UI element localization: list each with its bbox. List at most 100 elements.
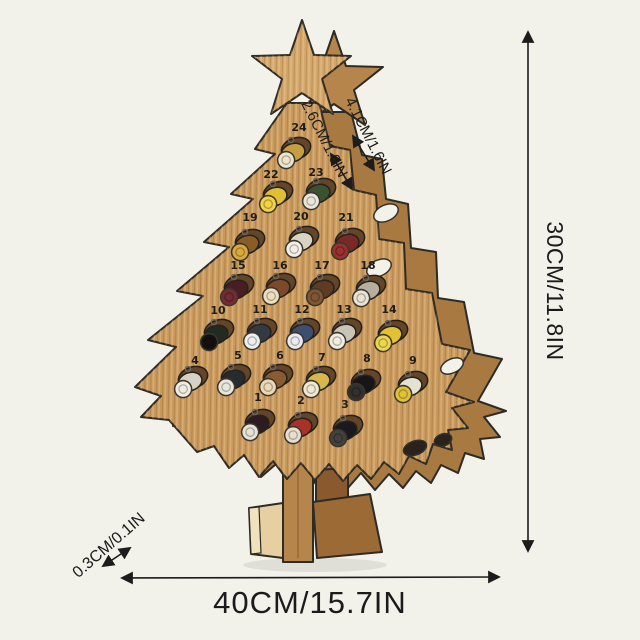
empty-cutout bbox=[372, 203, 400, 223]
capsule-ring bbox=[224, 292, 234, 302]
capsule-ring bbox=[332, 336, 342, 346]
capsule-number: 14 bbox=[381, 303, 397, 316]
hanging-hook bbox=[312, 365, 320, 373]
hanging-hook bbox=[338, 317, 346, 325]
capsule-peg bbox=[173, 365, 209, 399]
capsule-cap bbox=[230, 242, 250, 262]
capsule-peg bbox=[242, 317, 278, 351]
hanging-hook bbox=[230, 273, 238, 281]
hanging-hook bbox=[184, 365, 192, 373]
capsule-number: 23 bbox=[308, 166, 323, 179]
hanging-hook bbox=[253, 317, 261, 325]
capsule-peg bbox=[301, 365, 337, 399]
capsule-number: 16 bbox=[272, 259, 288, 272]
capsule-ring bbox=[290, 336, 300, 346]
hanging-hook bbox=[312, 177, 320, 185]
width-dimension-label: 40CM/15.7IN bbox=[213, 585, 407, 620]
hanging-hook bbox=[316, 273, 324, 281]
empty-cutout bbox=[365, 258, 393, 278]
capsule-number: 3 bbox=[341, 398, 349, 411]
capsule-cap bbox=[373, 333, 393, 353]
capsule-cap bbox=[328, 428, 348, 448]
capsule-ring bbox=[306, 384, 316, 394]
capsule-cap bbox=[242, 331, 262, 351]
capsule-cap bbox=[258, 194, 278, 214]
capsule-peg bbox=[261, 272, 297, 306]
width-dimension-line bbox=[120, 570, 501, 585]
shadow-cutout bbox=[433, 432, 453, 448]
hanging-hook bbox=[357, 368, 365, 376]
capsule-ring bbox=[178, 384, 188, 394]
capsule-peg bbox=[330, 227, 366, 261]
capsule-ring bbox=[266, 291, 276, 301]
capsule-number: 4 bbox=[191, 354, 199, 367]
hanging-hook bbox=[339, 414, 347, 422]
capsule-peg bbox=[258, 363, 294, 397]
capsule-ring bbox=[247, 336, 257, 346]
hanging-hook bbox=[210, 318, 218, 326]
cutout-holes bbox=[365, 203, 465, 457]
capsule-ring bbox=[281, 155, 291, 165]
hanging-hook bbox=[269, 363, 277, 371]
thickness-dimension-label: 0.3CM/0.1IN bbox=[70, 510, 149, 582]
capsule-ring bbox=[310, 292, 320, 302]
capsule-number: 18 bbox=[360, 259, 375, 272]
capsule-number: 7 bbox=[318, 351, 326, 364]
capsule-cap bbox=[258, 377, 278, 397]
capsule-number: 21 bbox=[338, 211, 353, 224]
capsule-cap bbox=[330, 241, 350, 261]
capsule-cap bbox=[216, 377, 236, 397]
capsule-peg bbox=[216, 363, 252, 397]
capsule-ring bbox=[351, 387, 361, 397]
hanging-hook bbox=[294, 411, 302, 419]
empty-cutout bbox=[439, 357, 465, 375]
capsule-cap bbox=[276, 150, 296, 170]
capsule-number: 24 bbox=[291, 121, 307, 134]
capsule-number: 8 bbox=[363, 352, 371, 365]
capsule-cap bbox=[301, 379, 321, 399]
capsule-peg bbox=[199, 318, 235, 352]
capsule-peg bbox=[283, 411, 319, 445]
capsule-peg bbox=[230, 228, 266, 262]
capsule-number: 17 bbox=[314, 259, 329, 272]
capsule-ring bbox=[288, 430, 298, 440]
capsule-ring bbox=[356, 293, 366, 303]
capsule-peg bbox=[373, 319, 409, 353]
hanging-hook bbox=[341, 227, 349, 235]
capsule-peg bbox=[258, 180, 294, 214]
capsule-number: 13 bbox=[336, 303, 351, 316]
hanging-hook bbox=[404, 370, 412, 378]
capsule-cap bbox=[199, 332, 219, 352]
capsule-peg bbox=[284, 225, 320, 259]
capsule-ring bbox=[263, 199, 273, 209]
hanging-hook bbox=[296, 317, 304, 325]
capsule-cap bbox=[346, 382, 366, 402]
capsule-ring bbox=[221, 382, 231, 392]
capsule-cap bbox=[240, 422, 260, 442]
capsule-number: 10 bbox=[210, 304, 226, 317]
capsule-peg bbox=[301, 177, 337, 211]
capsule-peg bbox=[328, 414, 364, 448]
capsule-cap bbox=[284, 239, 304, 259]
hanging-hook bbox=[269, 180, 277, 188]
height-dimension-label: 30CM/11.8IN bbox=[542, 221, 568, 360]
capsule-ring bbox=[204, 337, 214, 347]
hanging-hook bbox=[241, 228, 249, 236]
capsule-ring bbox=[398, 389, 408, 399]
capsule-number: 22 bbox=[263, 168, 278, 181]
hanging-hook bbox=[287, 136, 295, 144]
stand-arm-left-edge bbox=[248, 506, 262, 555]
capsule-number: 15 bbox=[230, 259, 245, 272]
capsule-cap bbox=[283, 425, 303, 445]
capsule-number: 19 bbox=[242, 211, 257, 224]
capsule-number: 9 bbox=[409, 354, 417, 367]
capsule-ring bbox=[245, 427, 255, 437]
hanging-hook bbox=[227, 363, 235, 371]
capsule-peg bbox=[285, 317, 321, 351]
capsule-cap bbox=[261, 286, 281, 306]
hanging-hook bbox=[384, 319, 392, 327]
capsule-peg bbox=[351, 274, 387, 308]
